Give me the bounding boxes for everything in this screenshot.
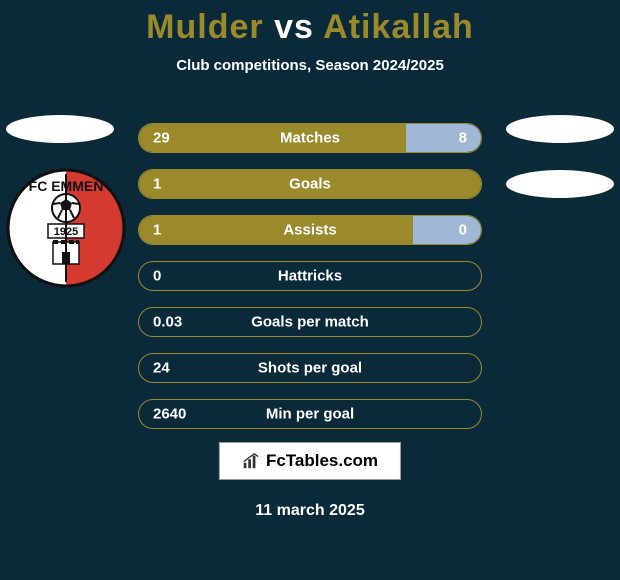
- stat-label: Min per goal: [266, 406, 354, 423]
- stat-bar: 1 0 Assists: [138, 215, 482, 245]
- player1-name: Mulder: [146, 8, 263, 46]
- stat-left-value: 24: [153, 360, 170, 377]
- player2-placeholder-oval-top: [506, 115, 614, 143]
- stat-bar: 0 Hattricks: [138, 261, 482, 291]
- stat-bar: 2640 Min per goal: [138, 399, 482, 429]
- brand-box[interactable]: FcTables.com: [219, 442, 401, 480]
- player1-placeholder-oval: [6, 115, 114, 143]
- player2-placeholder-oval-bottom: [506, 170, 614, 198]
- stats-bars-container: 29 8 Matches 1 Goals 1 0 Assists 0 Hattricks 0.03 G…: [138, 123, 482, 445]
- club-badge-svg: FC EMMEN 1925: [6, 168, 126, 288]
- stat-label: Matches: [280, 130, 340, 147]
- subtitle: Club competitions, Season 2024/2025: [0, 57, 620, 74]
- brand-text: FcTables.com: [266, 451, 378, 471]
- stat-bar: 29 8 Matches: [138, 123, 482, 153]
- vs-text: vs: [274, 8, 314, 46]
- stat-bar: 24 Shots per goal: [138, 353, 482, 383]
- oval-shape: [506, 170, 614, 198]
- stat-bar-fill-right: [406, 124, 481, 152]
- chart-icon: [242, 452, 260, 470]
- page-title: Mulder vs Atikallah: [0, 0, 620, 47]
- stat-left-value: 0: [153, 268, 161, 285]
- player2-name: Atikallah: [323, 8, 474, 46]
- stat-bar-fill-left: [139, 216, 413, 244]
- stat-label: Goals: [289, 176, 331, 193]
- club-badge: FC EMMEN 1925: [6, 168, 126, 288]
- stat-right-value: 0: [459, 222, 467, 239]
- stat-label: Goals per match: [251, 314, 369, 331]
- date-text: 11 march 2025: [255, 502, 364, 520]
- stat-left-value: 2640: [153, 406, 186, 423]
- oval-shape: [6, 115, 114, 143]
- oval-shape: [506, 115, 614, 143]
- stat-bar-fill-right: [413, 216, 481, 244]
- stat-left-value: 1: [153, 222, 161, 239]
- stat-bar-fill-left: [139, 124, 406, 152]
- stat-bar: 1 Goals: [138, 169, 482, 199]
- stat-label: Shots per goal: [258, 360, 362, 377]
- stat-left-value: 29: [153, 130, 170, 147]
- stat-left-value: 1: [153, 176, 161, 193]
- stat-label: Hattricks: [278, 268, 342, 285]
- stat-left-value: 0.03: [153, 314, 182, 331]
- stat-bar: 0.03 Goals per match: [138, 307, 482, 337]
- stat-label: Assists: [283, 222, 336, 239]
- stat-right-value: 8: [459, 130, 467, 147]
